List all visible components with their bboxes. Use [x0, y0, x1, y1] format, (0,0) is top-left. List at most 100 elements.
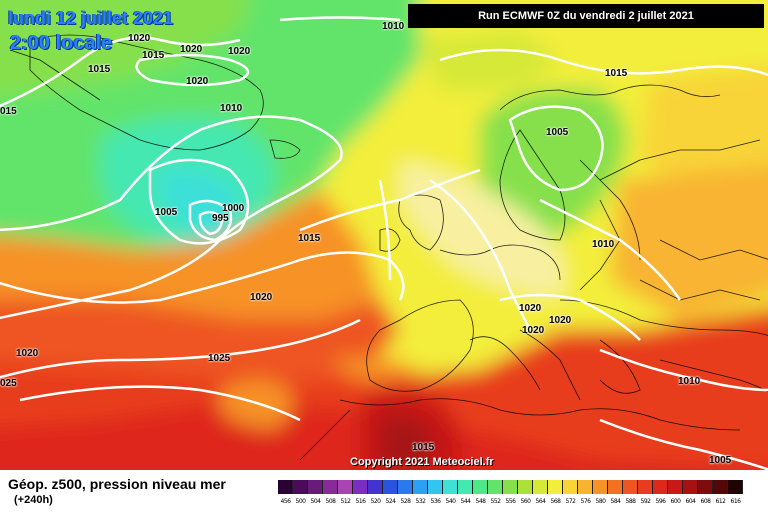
isobar-pressure-label: 1015 — [142, 50, 165, 61]
isobar-pressure-label: 1020 — [186, 76, 209, 87]
scale-swatch — [728, 480, 743, 494]
scale-swatch — [413, 480, 428, 494]
scale-tick-label: 516 — [355, 498, 366, 505]
scale-tick-label: 580 — [595, 498, 606, 505]
isobar-pressure-label: 1005 — [709, 455, 732, 466]
scale-swatch — [563, 480, 578, 494]
isobar-pressure-label: 1020 — [128, 33, 151, 44]
scale-swatch — [293, 480, 308, 494]
isobar-lines — [0, 16, 768, 470]
scale-swatch — [323, 480, 338, 494]
isobar-pressure-label: 025 — [0, 378, 17, 389]
scale-swatch — [548, 480, 563, 494]
scale-tick-label: 560 — [520, 498, 531, 505]
isobar-pressure-label: 1010 — [592, 239, 615, 250]
scale-swatch — [278, 480, 293, 494]
coastlines — [9, 34, 768, 461]
scale-tick-label: 584 — [610, 498, 621, 505]
color-scale-labels: 456 500 504 508 512 516 520 524 528 532 536 540 544 5… — [278, 498, 743, 505]
scale-tick-label: 604 — [685, 498, 696, 505]
scale-swatch — [503, 480, 518, 494]
scale-swatch — [398, 480, 413, 494]
scale-tick-label: 572 — [565, 498, 576, 505]
legend-panel: Géop. z500, pression niveau mer (+240h) … — [0, 470, 768, 512]
scale-tick-label: 616 — [730, 498, 741, 505]
isobar-pressure-label: 1010 — [220, 103, 243, 114]
scale-tick-label: 544 — [460, 498, 471, 505]
isobar-pressure-label: 1005 — [155, 207, 178, 218]
isobar-pressure-label: 1010 — [382, 21, 405, 32]
scale-swatch — [368, 480, 383, 494]
isobar-pressure-label: 1015 — [412, 442, 435, 453]
isobar-pressure-label: 1025 — [208, 353, 231, 364]
scale-tick-label: 612 — [715, 498, 726, 505]
forecast-local-time: 2:00 locale — [10, 32, 113, 54]
scale-tick-label: 500 — [295, 498, 306, 505]
scale-swatch — [458, 480, 473, 494]
scale-tick-label: 512 — [340, 498, 351, 505]
scale-swatch — [473, 480, 488, 494]
map-title: Géop. z500, pression niveau mer — [8, 476, 226, 492]
scale-tick-label: 456 — [280, 498, 291, 505]
isobar-pressure-label: 1020 — [250, 292, 273, 303]
isobar-pressure-label: 1020 — [16, 348, 39, 359]
scale-tick-label: 524 — [385, 498, 396, 505]
isobar-pressure-label: 1020 — [180, 44, 203, 55]
isobar-pressure-label: 1010 — [678, 376, 701, 387]
scale-swatch — [683, 480, 698, 494]
isobar-pressure-label: 1020 — [522, 325, 545, 336]
scale-tick-label: 540 — [445, 498, 456, 505]
isobar-pressure-label: 015 — [0, 106, 17, 117]
geopotential-map — [0, 0, 768, 470]
scale-tick-label: 528 — [400, 498, 411, 505]
isobar-pressure-label: 1015 — [298, 233, 321, 244]
scale-swatch — [338, 480, 353, 494]
scale-swatch — [488, 480, 503, 494]
scale-tick-label: 596 — [655, 498, 666, 505]
scale-tick-label: 536 — [430, 498, 441, 505]
scale-tick-label: 588 — [625, 498, 636, 505]
isobar-pressure-label: 1005 — [546, 127, 569, 138]
isobar-pressure-label: 1015 — [605, 68, 628, 79]
scale-tick-label: 576 — [580, 498, 591, 505]
scale-swatch — [518, 480, 533, 494]
scale-swatch — [308, 480, 323, 494]
isobar-pressure-label: 1000 — [222, 203, 245, 214]
scale-swatch — [593, 480, 608, 494]
scale-tick-label: 520 — [370, 498, 381, 505]
scale-tick-label: 608 — [700, 498, 711, 505]
scale-tick-label: 556 — [505, 498, 516, 505]
scale-swatch — [578, 480, 593, 494]
isobar-pressure-label: 995 — [212, 213, 229, 224]
forecast-date: lundi 12 juillet 2021 — [8, 8, 174, 28]
scale-swatch — [428, 480, 443, 494]
z500-color-field — [0, 0, 768, 470]
copyright-notice: Copyright 2021 Meteociel.fr — [350, 456, 494, 468]
scale-tick-label: 504 — [310, 498, 321, 505]
scale-tick-label: 568 — [550, 498, 561, 505]
color-scale — [278, 480, 743, 494]
scale-swatch — [713, 480, 728, 494]
scale-tick-label: 508 — [325, 498, 336, 505]
scale-tick-label: 552 — [490, 498, 501, 505]
scale-swatch — [608, 480, 623, 494]
run-info-text: Run ECMWF 0Z du vendredi 2 juillet 2021 — [478, 10, 694, 22]
scale-swatch — [623, 480, 638, 494]
scale-swatch — [698, 480, 713, 494]
scale-swatch — [653, 480, 668, 494]
scale-tick-label: 532 — [415, 498, 426, 505]
scale-tick-label: 592 — [640, 498, 651, 505]
scale-swatch — [533, 480, 548, 494]
scale-swatch — [443, 480, 458, 494]
run-info-banner: Run ECMWF 0Z du vendredi 2 juillet 2021 — [408, 4, 764, 28]
forecast-range: (+240h) — [14, 494, 53, 506]
scale-swatch — [353, 480, 368, 494]
scale-tick-label: 600 — [670, 498, 681, 505]
isobar-pressure-label: 1020 — [549, 315, 572, 326]
scale-swatch — [668, 480, 683, 494]
scale-tick-label: 548 — [475, 498, 486, 505]
scale-tick-label: 564 — [535, 498, 546, 505]
isobar-pressure-label: 1020 — [519, 303, 542, 314]
scale-swatch — [638, 480, 653, 494]
